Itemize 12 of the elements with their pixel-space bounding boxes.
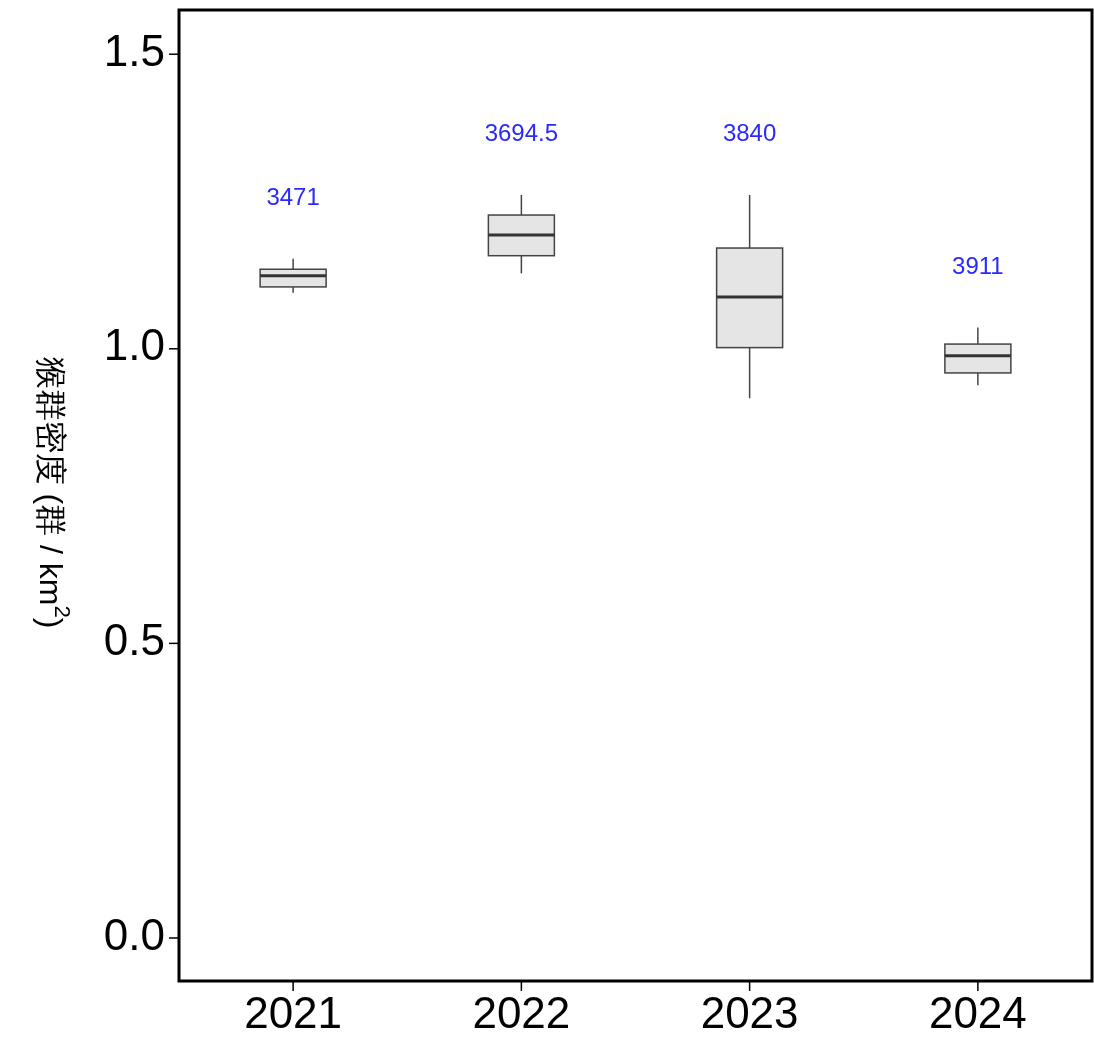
x-tick-label: 2021 (244, 987, 343, 1037)
annotation: 3694.5 (484, 119, 559, 147)
x-tick-label: 2022 (472, 987, 571, 1037)
x-tick-label: 2024 (928, 987, 1027, 1037)
x-tick-label: 2023 (700, 987, 799, 1037)
annotation: 3471 (266, 182, 320, 210)
y-tick-label: 0.5 (103, 615, 165, 665)
y-tick-label: 1.0 (103, 320, 165, 370)
annotation: 3911 (952, 251, 1004, 279)
annotation: 3840 (722, 119, 777, 147)
y-tick-label: 0.0 (103, 909, 165, 959)
y-tick-label: 1.5 (103, 25, 165, 75)
